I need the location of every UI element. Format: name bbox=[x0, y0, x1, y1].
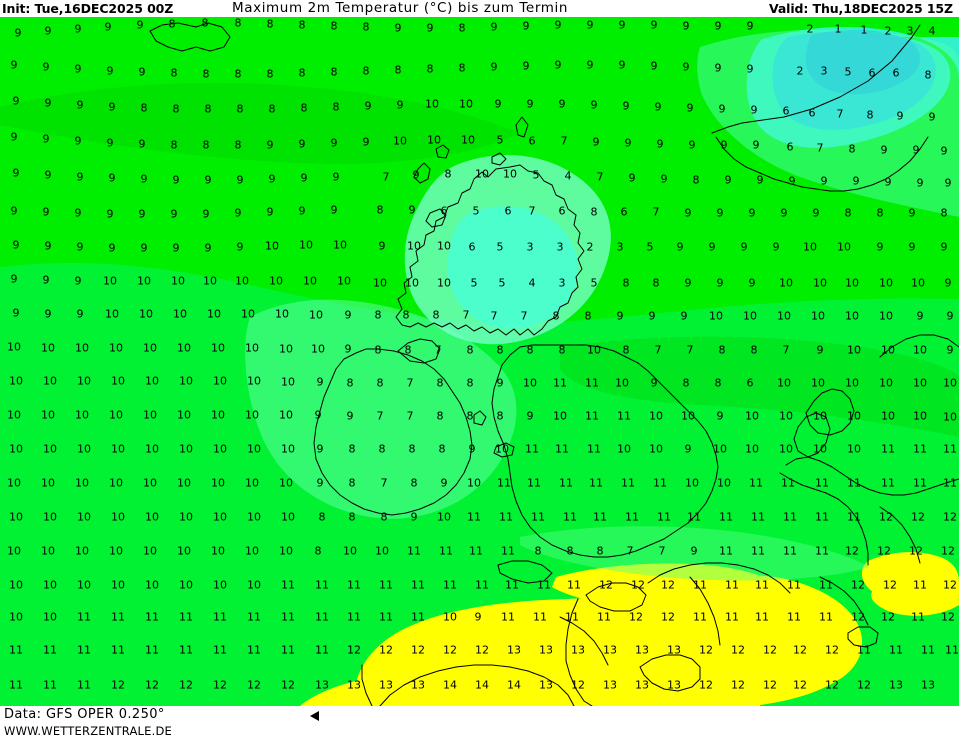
coastline-outer-hebrides bbox=[413, 162, 431, 184]
coastline-benelux bbox=[779, 472, 869, 566]
temp-band-cyan-scotland-core bbox=[447, 206, 579, 329]
coastline-shetland bbox=[515, 116, 529, 138]
coastline-great-britain bbox=[491, 344, 719, 558]
coastline-orkney bbox=[491, 152, 507, 166]
coastline-border-inner-3 bbox=[559, 616, 609, 666]
valid-time-label: Valid: Thu,18DEC2025 15Z bbox=[768, 1, 953, 16]
coastline-ireland-north bbox=[397, 338, 441, 364]
temp-band-yellow-switzerland bbox=[871, 579, 959, 616]
coastline-france-biscay bbox=[565, 598, 593, 706]
temp-band-green-swirl-2 bbox=[560, 336, 959, 437]
coastline-alps-lakes bbox=[847, 626, 879, 648]
temp-band-lightgreen-channel bbox=[520, 526, 870, 581]
temp-band-green-swirl-1 bbox=[0, 83, 520, 164]
coastline-skye bbox=[425, 208, 447, 228]
coastline-isle-of-man bbox=[473, 410, 487, 426]
init-time-label: Init: Tue,16DEC2025 00Z bbox=[2, 1, 174, 16]
chart-footer: Data: GFS OPER 0.250° WWW.WETTERZENTRALE… bbox=[0, 706, 959, 741]
coastline-france-brittany bbox=[585, 582, 647, 612]
coastline-wales-anglesey bbox=[493, 442, 515, 458]
coastline-denmark-jutland bbox=[793, 412, 831, 458]
coastline-iberia-north bbox=[379, 664, 575, 706]
page-title: Maximum 2m Temperatur (°C) bis zum Termi… bbox=[232, 0, 568, 16]
temp-band-palegreen-northsea bbox=[697, 29, 959, 218]
coastline-denmark bbox=[805, 388, 855, 436]
coastline-iceland bbox=[149, 22, 231, 52]
left-arrow-icon[interactable] bbox=[310, 711, 319, 721]
coastline-germany-rivers bbox=[879, 506, 921, 564]
website-url-label: WWW.WETTERZENTRALE.DE bbox=[4, 724, 173, 738]
coastline-sweden-south bbox=[879, 334, 959, 358]
coastline-norway bbox=[711, 24, 921, 134]
temp-band-yellow-iberia-2 bbox=[552, 563, 786, 609]
coastline-france-south-inner bbox=[639, 654, 701, 692]
coastline-continent-northsea bbox=[785, 456, 959, 496]
coastline-layer bbox=[149, 22, 959, 706]
coastline-france-channel bbox=[647, 562, 791, 594]
coastline-border-inner-1 bbox=[689, 576, 721, 646]
chart-header: Init: Tue,16DEC2025 00Z Maximum 2m Tempe… bbox=[0, 0, 959, 17]
coastline-cornwall bbox=[497, 560, 553, 584]
coastline-faroe bbox=[435, 144, 450, 159]
temp-band-palegreen-ireland bbox=[245, 299, 517, 519]
coastline-scotland bbox=[395, 164, 585, 336]
data-source-label: Data: GFS OPER 0.250° bbox=[4, 707, 165, 722]
coastline-portugal bbox=[361, 664, 373, 706]
temp-band-yellow-bottomstrip bbox=[300, 664, 740, 706]
coastline-border-inner-2 bbox=[819, 576, 869, 626]
map-canvas bbox=[0, 17, 959, 706]
coastline-norway-south bbox=[715, 136, 929, 192]
coastline-ireland bbox=[313, 348, 473, 516]
